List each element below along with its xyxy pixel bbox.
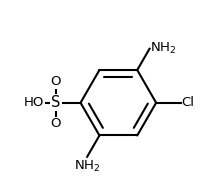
- Text: Cl: Cl: [182, 96, 195, 109]
- Text: NH$_2$: NH$_2$: [74, 159, 100, 174]
- Text: NH$_2$: NH$_2$: [150, 41, 177, 56]
- Text: O: O: [51, 117, 61, 130]
- Text: S: S: [51, 95, 61, 110]
- Text: HO: HO: [24, 96, 45, 109]
- Text: O: O: [51, 76, 61, 89]
